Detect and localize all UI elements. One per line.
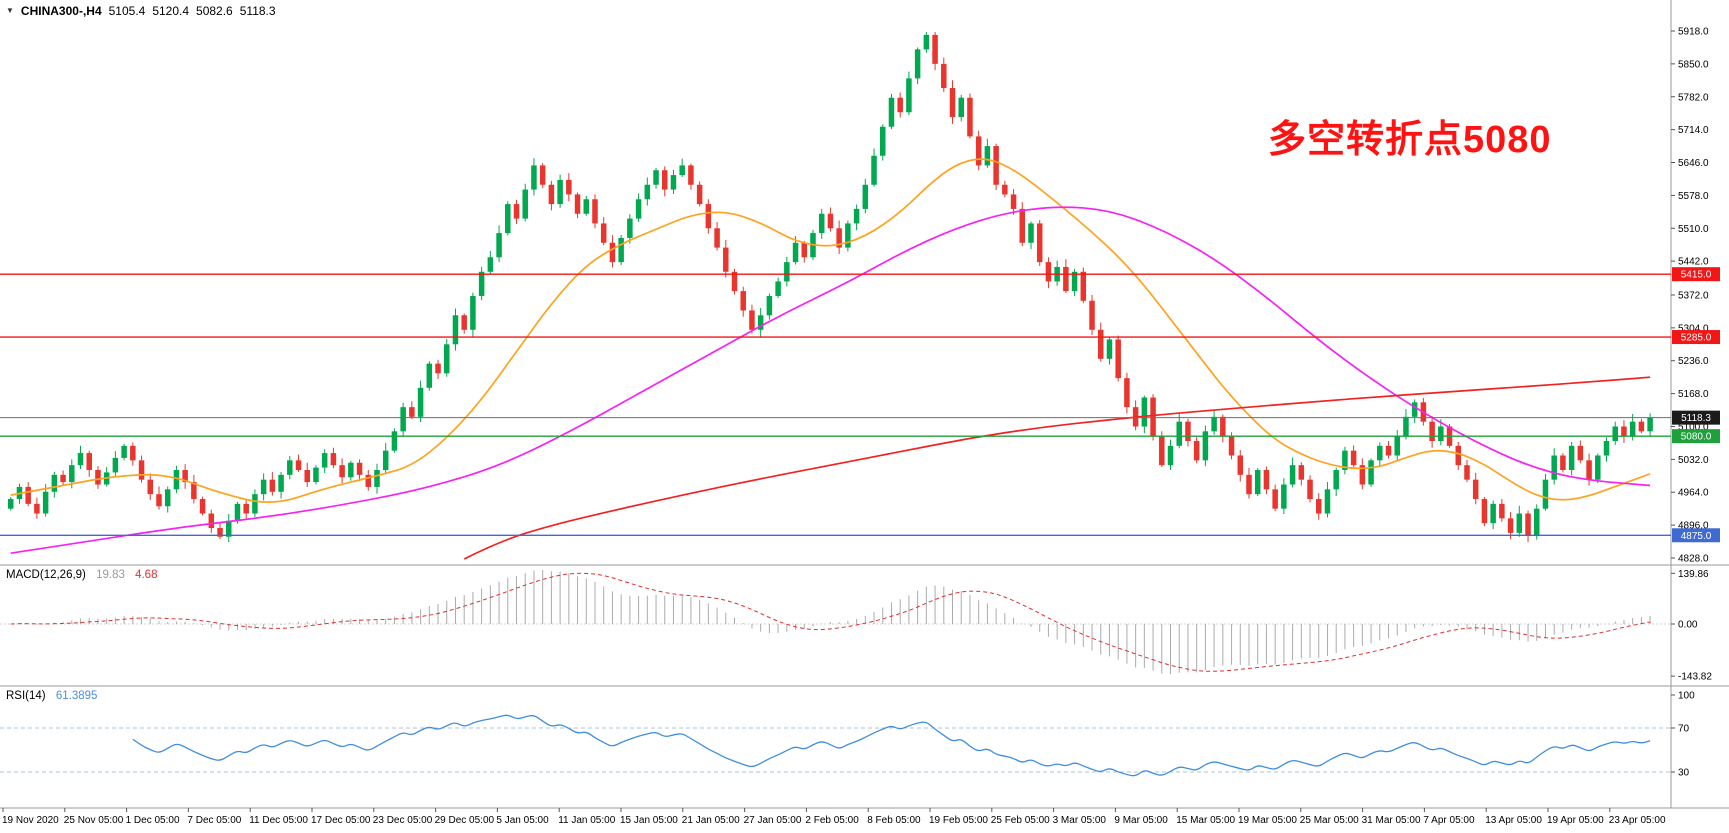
resistance-badge [1672,267,1720,282]
ohlc-low: 5082.6 [196,4,233,18]
current-price-badge [1672,410,1720,425]
svg-text:5918.0: 5918.0 [1678,27,1709,38]
svg-text:5850.0: 5850.0 [1678,59,1709,70]
macd-signal-line [10,572,1651,672]
support-badge [1672,528,1720,543]
svg-text:70: 70 [1678,724,1690,735]
svg-text:1 Dec 05:00: 1 Dec 05:00 [126,815,180,826]
macd-main-value: 19.83 [96,569,125,581]
svg-text:5714.0: 5714.0 [1678,125,1709,136]
svg-text:21 Jan 05:00: 21 Jan 05:00 [682,815,740,826]
svg-text:5782.0: 5782.0 [1678,92,1709,103]
svg-text:9 Mar 05:00: 9 Mar 05:00 [1114,815,1168,826]
ma-medium-line [10,206,1651,555]
rsi-panel: 100 70 30 [0,691,1695,779]
svg-text:25 Feb 05:00: 25 Feb 05:00 [991,815,1050,826]
svg-text:4875.0: 4875.0 [1681,531,1712,542]
svg-text:5168.0: 5168.0 [1678,389,1709,400]
svg-text:2 Feb 05:00: 2 Feb 05:00 [805,815,859,826]
svg-text:25 Nov 05:00: 25 Nov 05:00 [64,815,124,826]
svg-text:5236.0: 5236.0 [1678,356,1709,367]
svg-text:8 Feb 05:00: 8 Feb 05:00 [867,815,921,826]
svg-text:7 Apr 05:00: 7 Apr 05:00 [1423,815,1475,826]
svg-text:5510.0: 5510.0 [1678,224,1709,235]
svg-text:11 Jan 05:00: 11 Jan 05:00 [558,815,616,826]
ohlc-open: 5105.4 [108,4,146,18]
rsi-line [132,714,1651,777]
svg-text:5100.0: 5100.0 [1678,422,1709,433]
symbol-dropdown-icon[interactable]: ▼ [6,6,14,15]
svg-text:5372.0: 5372.0 [1678,290,1709,301]
svg-text:19 Mar 05:00: 19 Mar 05:00 [1238,815,1297,826]
svg-text:31 Mar 05:00: 31 Mar 05:00 [1362,815,1421,826]
rsi-value: 61.3895 [55,690,98,702]
svg-text:19 Nov 2020: 19 Nov 2020 [2,815,59,826]
support-badge [1672,429,1720,444]
svg-text:5304.0: 5304.0 [1678,323,1709,334]
svg-text:15 Jan 05:00: 15 Jan 05:00 [620,815,678,826]
svg-text:27 Jan 05:00: 27 Jan 05:00 [744,815,802,826]
svg-text:4896.0: 4896.0 [1678,521,1709,532]
moving-averages [10,158,1651,560]
candlesticks [8,31,1653,543]
svg-text:23 Apr 05:00: 23 Apr 05:00 [1609,815,1666,826]
svg-text:19 Apr 05:00: 19 Apr 05:00 [1547,815,1604,826]
ohlc-high: 5120.4 [152,4,190,18]
price-scale: 5918.0 5850.0 5782.0 5714.0 5646.0 5578.0 5510… [1671,27,1709,565]
svg-text:23 Dec 05:00: 23 Dec 05:00 [373,815,433,826]
svg-text:4964.0: 4964.0 [1678,488,1709,499]
svg-text:5 Jan 05:00: 5 Jan 05:00 [496,815,549,826]
svg-text:11 Dec 05:00: 11 Dec 05:00 [249,815,308,826]
rsi-name: RSI(14) [6,690,46,702]
svg-text:5578.0: 5578.0 [1678,191,1709,202]
svg-text:139.86: 139.86 [1678,569,1709,580]
ma-fast-line [10,158,1651,503]
svg-text:-143.82: -143.82 [1678,672,1712,683]
svg-text:5118.3: 5118.3 [1681,413,1711,424]
svg-text:13 Apr 05:00: 13 Apr 05:00 [1485,815,1542,826]
svg-text:7 Dec 05:00: 7 Dec 05:00 [187,815,241,826]
svg-text:25 Mar 05:00: 25 Mar 05:00 [1300,815,1359,826]
svg-text:5032.0: 5032.0 [1678,455,1709,466]
ohlc-close: 5118.3 [239,4,276,18]
macd-panel: 139.86 0.00 -143.82 [0,569,1712,683]
svg-text:100: 100 [1678,691,1695,702]
svg-text:5080.0: 5080.0 [1681,432,1712,443]
svg-text:5646.0: 5646.0 [1678,158,1709,169]
svg-text:4828.0: 4828.0 [1678,554,1709,565]
rsi-indicator-label: RSI(14) 61.3895 [6,690,97,702]
macd-name: MACD(12,26,9) [6,569,86,581]
annotation-text: 多空转折点5080 [1268,119,1552,161]
macd-signal-value: 4.68 [135,569,158,581]
svg-text:5442.0: 5442.0 [1678,257,1709,268]
symbol-title: CHINA300-,H4 [20,4,102,18]
resistance-badge [1672,330,1720,345]
svg-text:5415.0: 5415.0 [1681,270,1712,281]
svg-text:19 Feb 05:00: 19 Feb 05:00 [929,815,988,826]
price-level-lines: 5415.0 5285.0 5118.3 5080.0 4875.0 [0,267,1720,543]
macd-indicator-label: MACD(12,26,9) 19.83 4.68 [6,569,157,581]
svg-text:5285.0: 5285.0 [1681,333,1712,344]
svg-text:17 Dec 05:00: 17 Dec 05:00 [311,815,371,826]
chart-header: ▼ CHINA300-,H4 5105.4 5120.4 5082.6 5118… [6,4,276,18]
svg-text:30: 30 [1678,768,1690,779]
ma-slow-line [463,376,1651,560]
svg-text:29 Dec 05:00: 29 Dec 05:00 [435,815,495,826]
svg-text:15 Mar 05:00: 15 Mar 05:00 [1176,815,1235,826]
time-axis: 19 Nov 2020 25 Nov 05:00 1 Dec 05:00 7 Dec … [2,808,1666,826]
svg-text:3 Mar 05:00: 3 Mar 05:00 [1053,815,1107,826]
svg-text:0.00: 0.00 [1678,620,1698,631]
